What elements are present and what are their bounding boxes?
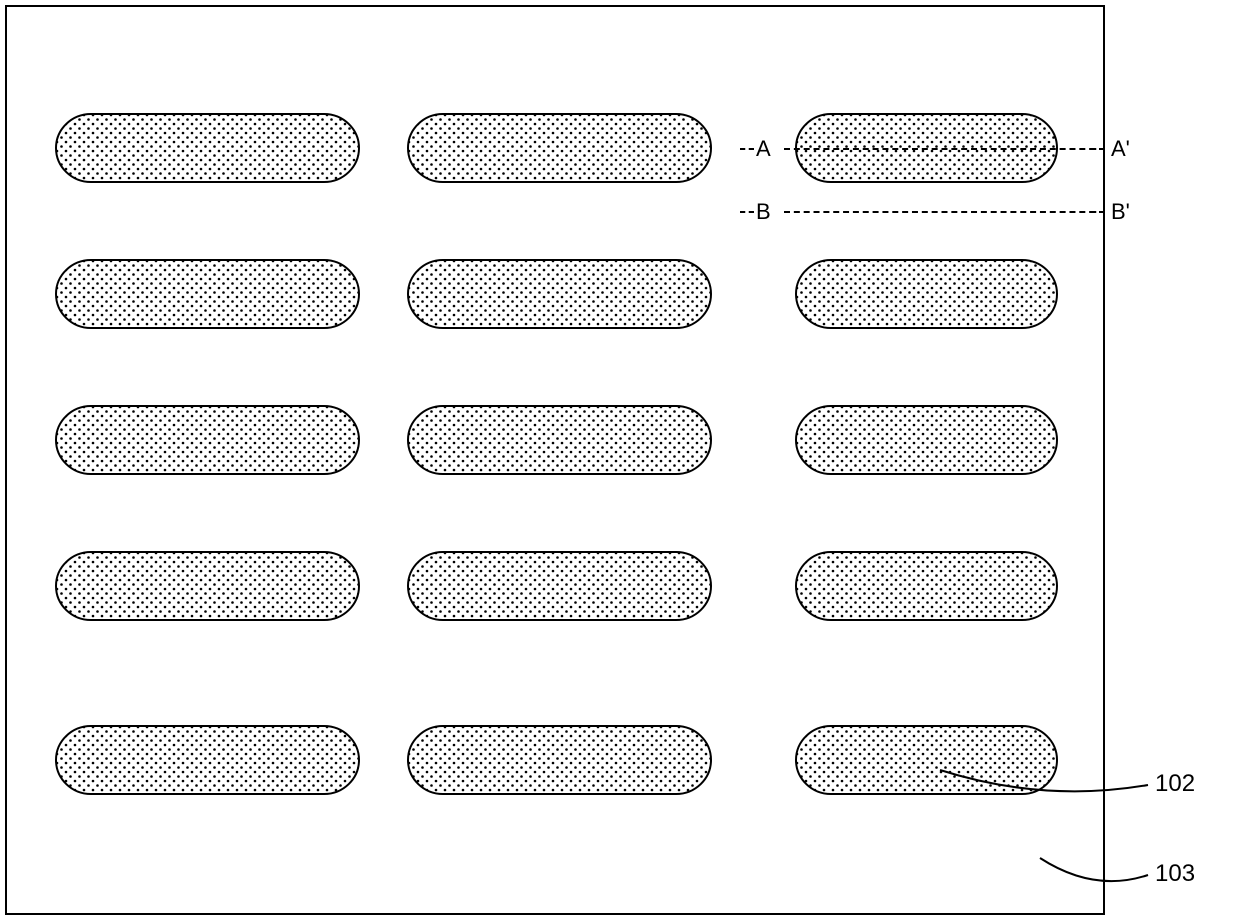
capsule-shape — [407, 725, 712, 795]
section-label-right: B' — [1111, 199, 1130, 225]
reference-number: 102 — [1155, 770, 1195, 798]
capsule-shape — [55, 259, 360, 329]
capsule-shape — [407, 113, 712, 183]
capsule-shape — [407, 551, 712, 621]
section-line — [784, 211, 1105, 213]
capsule-shape — [55, 725, 360, 795]
section-label-right: A' — [1111, 136, 1130, 162]
section-dash — [740, 211, 754, 213]
section-dash — [740, 148, 754, 150]
capsule-shape — [795, 259, 1058, 329]
section-label-left: A — [756, 136, 771, 162]
capsule-shape — [55, 405, 360, 475]
capsule-shape — [407, 405, 712, 475]
capsule-shape — [795, 725, 1058, 795]
capsule-shape — [55, 551, 360, 621]
reference-number: 103 — [1155, 860, 1195, 888]
capsule-shape — [795, 405, 1058, 475]
capsule-shape — [795, 551, 1058, 621]
section-dash — [1091, 211, 1105, 213]
section-label-left: B — [756, 199, 771, 225]
capsule-shape — [55, 113, 360, 183]
section-line — [784, 148, 1105, 150]
section-dash — [1091, 148, 1105, 150]
capsule-shape — [407, 259, 712, 329]
